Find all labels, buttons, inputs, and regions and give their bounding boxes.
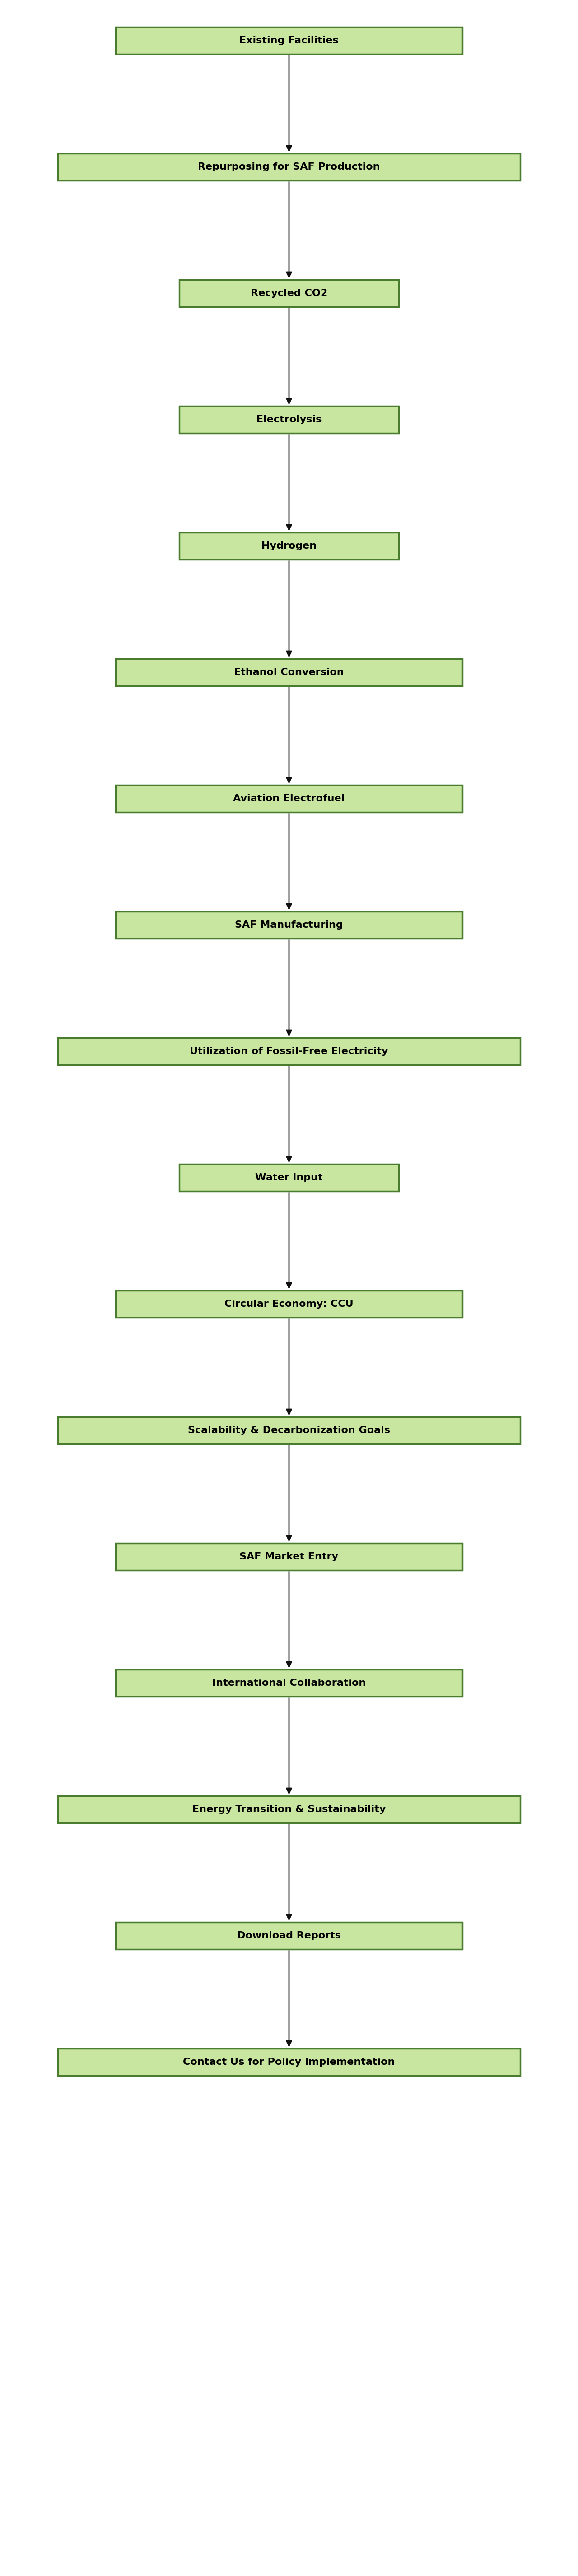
FancyBboxPatch shape <box>116 659 462 685</box>
FancyBboxPatch shape <box>116 786 462 811</box>
Text: Scalability & Decarbonization Goals: Scalability & Decarbonization Goals <box>188 1427 390 1435</box>
Text: Existing Facilities: Existing Facilities <box>239 36 339 46</box>
Text: Repurposing for SAF Production: Repurposing for SAF Production <box>198 162 380 173</box>
Text: Ethanol Conversion: Ethanol Conversion <box>234 667 344 677</box>
Text: Water Input: Water Input <box>255 1172 323 1182</box>
FancyBboxPatch shape <box>58 1038 520 1064</box>
Text: Download Reports: Download Reports <box>237 1932 341 1940</box>
Text: SAF Market Entry: SAF Market Entry <box>239 1553 339 1561</box>
FancyBboxPatch shape <box>179 1164 399 1190</box>
Text: Energy Transition & Sustainability: Energy Transition & Sustainability <box>192 1806 386 1814</box>
Text: Circular Economy: CCU: Circular Economy: CCU <box>224 1298 354 1309</box>
FancyBboxPatch shape <box>116 28 462 54</box>
Text: Hydrogen: Hydrogen <box>261 541 317 551</box>
FancyBboxPatch shape <box>58 155 520 180</box>
FancyBboxPatch shape <box>58 2048 520 2076</box>
FancyBboxPatch shape <box>116 1922 462 1950</box>
Text: SAF Manufacturing: SAF Manufacturing <box>235 920 343 930</box>
Text: Electrolysis: Electrolysis <box>257 415 321 425</box>
FancyBboxPatch shape <box>116 1543 462 1571</box>
Text: Utilization of Fossil-Free Electricity: Utilization of Fossil-Free Electricity <box>190 1046 388 1056</box>
FancyBboxPatch shape <box>116 1669 462 1698</box>
FancyBboxPatch shape <box>116 1291 462 1316</box>
Text: Recycled CO2: Recycled CO2 <box>250 289 328 299</box>
Text: International Collaboration: International Collaboration <box>212 1680 366 1687</box>
FancyBboxPatch shape <box>58 1795 520 1824</box>
FancyBboxPatch shape <box>179 533 399 559</box>
FancyBboxPatch shape <box>58 1417 520 1445</box>
Text: Aviation Electrofuel: Aviation Electrofuel <box>233 793 345 804</box>
FancyBboxPatch shape <box>179 281 399 307</box>
FancyBboxPatch shape <box>179 407 399 433</box>
FancyBboxPatch shape <box>116 912 462 938</box>
Text: Contact Us for Policy Implementation: Contact Us for Policy Implementation <box>183 2058 395 2066</box>
